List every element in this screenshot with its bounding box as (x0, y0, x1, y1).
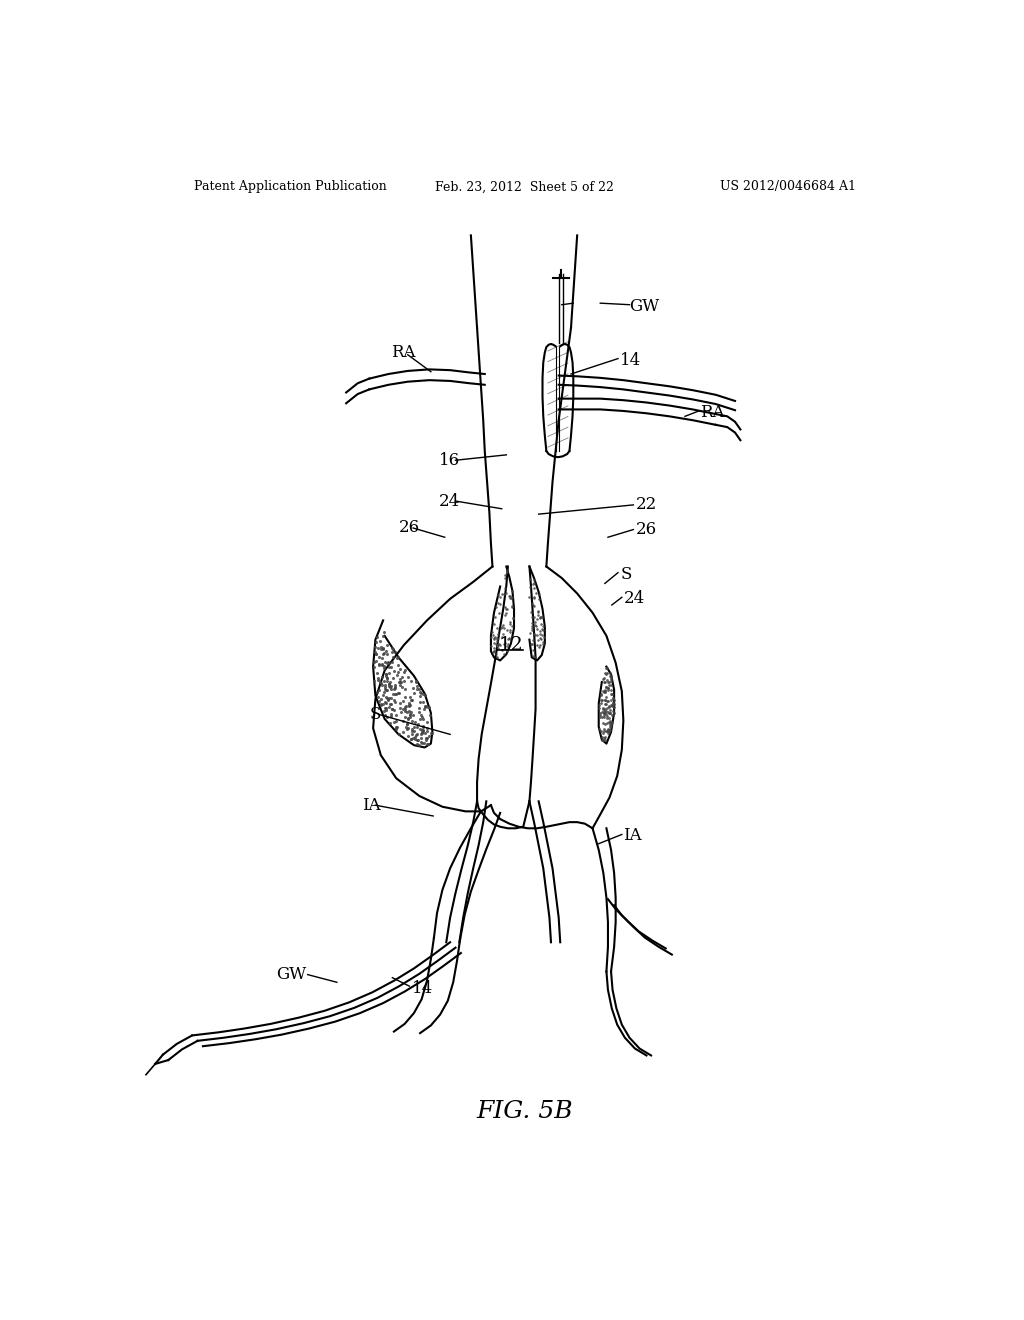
Text: IA: IA (361, 797, 380, 813)
Text: Feb. 23, 2012  Sheet 5 of 22: Feb. 23, 2012 Sheet 5 of 22 (435, 181, 614, 194)
Text: 26: 26 (398, 520, 420, 536)
Text: 12: 12 (499, 636, 523, 653)
Text: IA: IA (624, 828, 642, 845)
Text: 14: 14 (620, 351, 641, 368)
Text: 26: 26 (636, 521, 656, 539)
Text: RA: RA (700, 404, 725, 421)
Text: Patent Application Publication: Patent Application Publication (194, 181, 386, 194)
Text: 16: 16 (438, 451, 460, 469)
Text: 24: 24 (438, 492, 460, 510)
Text: 22: 22 (636, 496, 657, 513)
Text: 14: 14 (412, 979, 433, 997)
Text: RA: RA (391, 345, 416, 360)
Text: 24: 24 (625, 590, 645, 607)
Text: US 2012/0046684 A1: US 2012/0046684 A1 (720, 181, 856, 194)
Text: S: S (370, 706, 381, 723)
Text: FIG. 5B: FIG. 5B (476, 1100, 573, 1123)
Text: S: S (621, 566, 632, 582)
Text: GW: GW (630, 298, 659, 314)
Text: GW: GW (275, 966, 306, 983)
